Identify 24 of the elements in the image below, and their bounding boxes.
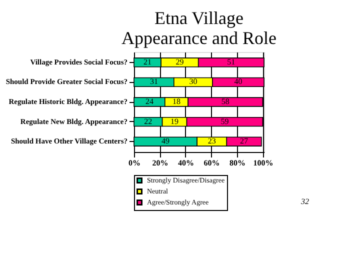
data-label: 24 xyxy=(145,97,154,106)
text: Appearance and Role xyxy=(122,28,276,48)
x-tick-label: 0% xyxy=(128,158,140,168)
data-label: 19 xyxy=(170,116,179,126)
data-label: 58 xyxy=(221,97,230,106)
data-label: 49 xyxy=(162,136,170,146)
data-label: 21 xyxy=(144,57,152,66)
x-tick-label: 60% xyxy=(204,158,220,168)
text: 32 xyxy=(300,197,309,206)
data-label: 18 xyxy=(172,97,180,106)
x-tick-label: 80% xyxy=(229,158,246,168)
text: Etna Village xyxy=(154,8,244,28)
x-tick-label: 20% xyxy=(152,158,168,168)
data-label: 29 xyxy=(176,57,184,66)
data-label: 30 xyxy=(189,77,198,86)
data-label: 27 xyxy=(240,136,248,146)
x-tick-label: 40% xyxy=(178,158,194,168)
data-label: 23 xyxy=(208,136,216,146)
data-label: 40 xyxy=(234,77,242,86)
data-label: 22 xyxy=(144,116,152,126)
data-label: 59 xyxy=(220,116,229,126)
data-label: 31 xyxy=(150,77,158,86)
x-tick-label: 100% xyxy=(253,158,274,168)
data-label: 51 xyxy=(227,57,236,66)
